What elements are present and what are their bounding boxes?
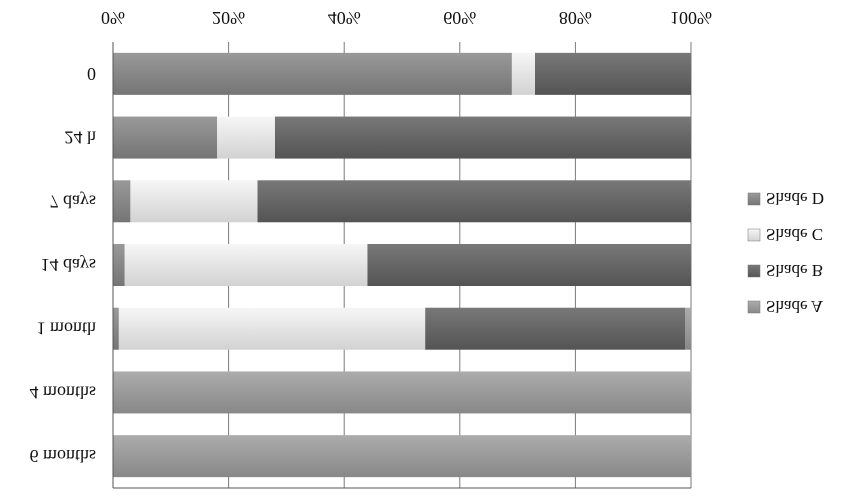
category-label-6-months: 6 months — [29, 446, 96, 466]
bar-7-days-shade-c — [130, 180, 258, 223]
bar-1-month-shade-c — [118, 307, 426, 350]
legend-label-shade-a: Shade A — [766, 297, 824, 316]
bar-24-h-shade-c — [217, 116, 275, 159]
x-tick-label-2: 40% — [328, 8, 361, 28]
category-label-0: 0 — [87, 64, 96, 84]
bar-0-shade-c — [511, 52, 535, 95]
bar-24-h-shade-b — [274, 116, 691, 159]
bar-7-days-shade-d — [113, 180, 131, 223]
bar-14-days-shade-c — [124, 244, 368, 286]
x-tick-label-1: 20% — [212, 8, 245, 28]
bar-6-months-shade-a — [113, 435, 691, 478]
category-label-1-month: 1 month — [36, 319, 96, 339]
bar-14-days-shade-b — [367, 244, 691, 286]
bar-24-h-shade-d — [113, 116, 218, 159]
legend-label-shade-c: Shade C — [766, 225, 823, 244]
legend-label-shade-d: Shade D — [766, 189, 824, 208]
bar-0-shade-b — [534, 52, 691, 95]
legend-swatch-shade-d — [747, 192, 761, 206]
legend-swatch-shade-a — [747, 300, 761, 314]
bar-4-months-shade-a — [113, 371, 691, 414]
legend-label-shade-b: Shade B — [766, 261, 823, 280]
bar-1-month-shade-b — [425, 307, 686, 350]
category-labels: 0 24 h 7 days 14 days 1 month 4 months 6 month… — [29, 64, 96, 466]
category-label-4-months: 4 months — [29, 382, 96, 402]
bars — [113, 52, 691, 478]
category-label-7-days: 7 days — [50, 191, 97, 211]
x-tick-label-3: 60% — [443, 8, 476, 28]
legend: Shade D Shade C Shade B Shade A — [747, 189, 824, 316]
bar-14-days-shade-d — [113, 244, 125, 286]
x-tick-label-5: 100% — [670, 8, 712, 28]
x-axis-tick-labels: 0% 20% 40% 60% 80% 100% — [101, 8, 712, 28]
bar-7-days-shade-b — [257, 180, 691, 223]
x-tick-label-4: 80% — [559, 8, 592, 28]
x-tick-label-0: 0% — [101, 8, 125, 28]
legend-swatch-shade-b — [747, 264, 761, 278]
legend-swatch-shade-c — [747, 228, 761, 242]
bar-0-shade-d — [113, 52, 512, 95]
category-label-14-days: 14 days — [41, 255, 97, 275]
bar-1-month-shade-d — [113, 307, 119, 350]
axes — [112, 42, 691, 489]
category-label-24-h: 24 h — [65, 128, 97, 148]
bar-1-month-shade-a — [685, 307, 691, 350]
